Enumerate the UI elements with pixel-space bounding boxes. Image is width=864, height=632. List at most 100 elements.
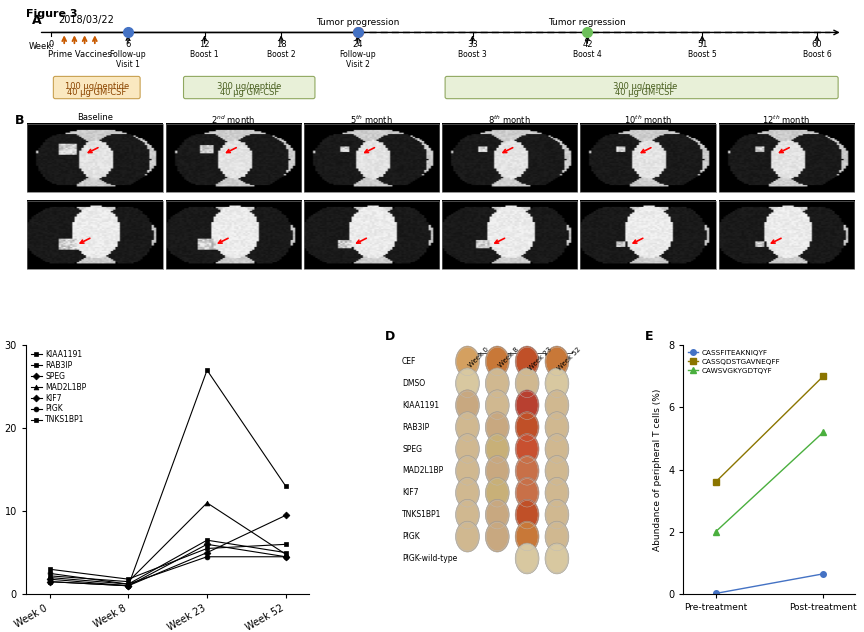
Bar: [581, 201, 715, 269]
Text: E: E: [645, 331, 654, 343]
Circle shape: [545, 543, 569, 574]
Circle shape: [545, 434, 569, 465]
Text: 33: 33: [467, 40, 478, 49]
CASSQDSTGAVNEQFF: [818, 373, 829, 380]
Circle shape: [515, 456, 539, 487]
TNKS1BP1: [202, 545, 213, 552]
KIAA1191: [202, 367, 213, 374]
Circle shape: [545, 368, 569, 399]
SPEG: [202, 540, 213, 548]
Text: CEF: CEF: [402, 357, 416, 366]
CASSQDSTGAVNEQFF: [710, 478, 721, 486]
Bar: [166, 201, 301, 269]
Bar: [28, 124, 162, 192]
Text: 12$^{th}$ month: 12$^{th}$ month: [762, 113, 810, 126]
Bar: [581, 124, 715, 192]
Circle shape: [486, 477, 509, 508]
Circle shape: [545, 390, 569, 421]
Circle shape: [455, 456, 480, 487]
CAWSVGKYGDTQYF: [710, 528, 721, 536]
MAD2L1BP: [281, 550, 291, 558]
Text: 5$^{th}$ month: 5$^{th}$ month: [350, 113, 393, 126]
Line: MAD2L1BP: MAD2L1BP: [48, 501, 289, 584]
Circle shape: [486, 434, 509, 465]
Bar: [442, 124, 577, 192]
Text: 40 μg GM-CSF: 40 μg GM-CSF: [67, 88, 126, 97]
Circle shape: [545, 521, 569, 552]
SPEG: [123, 582, 133, 590]
Circle shape: [515, 434, 539, 465]
PIGK: [202, 553, 213, 561]
Text: Week 0: Week 0: [467, 346, 490, 369]
Text: 24: 24: [353, 40, 363, 49]
Text: 300 μg/peptide: 300 μg/peptide: [613, 82, 677, 91]
RAB3IP: [202, 537, 213, 544]
KIAA1191: [281, 482, 291, 490]
Text: Boost 2: Boost 2: [267, 50, 295, 59]
Text: 10$^{th}$ month: 10$^{th}$ month: [624, 113, 672, 126]
Text: 40 μg GM-CSF: 40 μg GM-CSF: [615, 88, 675, 97]
Circle shape: [515, 499, 539, 530]
Circle shape: [455, 521, 480, 552]
CAWSVGKYGDTQYF: [818, 428, 829, 436]
Text: KIAA1191: KIAA1191: [402, 401, 439, 410]
Text: PIGK: PIGK: [402, 532, 420, 541]
TNKS1BP1: [281, 540, 291, 548]
Bar: [28, 201, 162, 269]
Text: 8$^{th}$ month: 8$^{th}$ month: [488, 113, 531, 126]
Line: KIAA1191: KIAA1191: [48, 368, 289, 588]
Text: 18: 18: [276, 40, 287, 49]
MAD2L1BP: [44, 572, 54, 580]
Line: SPEG: SPEG: [48, 542, 289, 588]
Text: Prime Vaccines: Prime Vaccines: [48, 50, 111, 59]
Circle shape: [486, 499, 509, 530]
Circle shape: [545, 477, 569, 508]
Circle shape: [486, 521, 509, 552]
Text: DMSO: DMSO: [402, 379, 425, 388]
Text: 2018/03/22: 2018/03/22: [58, 15, 114, 25]
Circle shape: [455, 368, 480, 399]
Line: TNKS1BP1: TNKS1BP1: [48, 542, 289, 581]
Text: 2$^{nd}$ month: 2$^{nd}$ month: [211, 113, 256, 126]
Bar: [442, 201, 577, 269]
FancyBboxPatch shape: [445, 76, 838, 99]
Text: Week 52: Week 52: [557, 346, 582, 372]
Circle shape: [455, 477, 480, 508]
Circle shape: [486, 346, 509, 377]
Text: 42: 42: [582, 40, 593, 49]
Text: Baseline: Baseline: [77, 113, 113, 123]
TNKS1BP1: [123, 575, 133, 583]
Circle shape: [545, 456, 569, 487]
Text: 0: 0: [49, 40, 54, 49]
Line: KIF7: KIF7: [48, 513, 289, 588]
FancyBboxPatch shape: [54, 76, 140, 99]
Text: Boost 4: Boost 4: [573, 50, 601, 59]
Text: Figure 3: Figure 3: [26, 9, 78, 20]
KIF7: [281, 511, 291, 519]
Circle shape: [455, 346, 480, 377]
Circle shape: [486, 390, 509, 421]
Circle shape: [515, 390, 539, 421]
Circle shape: [515, 411, 539, 442]
Text: Week 8: Week 8: [498, 346, 520, 369]
Text: A: A: [32, 14, 42, 27]
Text: Week:: Week:: [29, 42, 54, 51]
Line: RAB3IP: RAB3IP: [48, 538, 289, 586]
Legend: KIAA1191, RAB3IP, SPEG, MAD2L1BP, KIF7, PIGK, TNKS1BP1: KIAA1191, RAB3IP, SPEG, MAD2L1BP, KIF7, …: [28, 347, 89, 427]
KIF7: [44, 578, 54, 585]
Text: TNKS1BP1: TNKS1BP1: [402, 510, 442, 520]
Text: RAB3IP: RAB3IP: [402, 423, 429, 432]
Circle shape: [515, 368, 539, 399]
SPEG: [44, 575, 54, 583]
Line: PIGK: PIGK: [48, 554, 289, 586]
Circle shape: [486, 456, 509, 487]
KIAA1191: [44, 578, 54, 585]
TNKS1BP1: [44, 566, 54, 573]
Bar: [166, 124, 301, 192]
Text: MAD2L1BP: MAD2L1BP: [402, 466, 443, 475]
Bar: [304, 124, 439, 192]
PIGK: [281, 553, 291, 561]
Text: 100 μg/peptide: 100 μg/peptide: [65, 82, 129, 91]
Text: 60: 60: [812, 40, 823, 49]
Text: D: D: [384, 331, 395, 343]
